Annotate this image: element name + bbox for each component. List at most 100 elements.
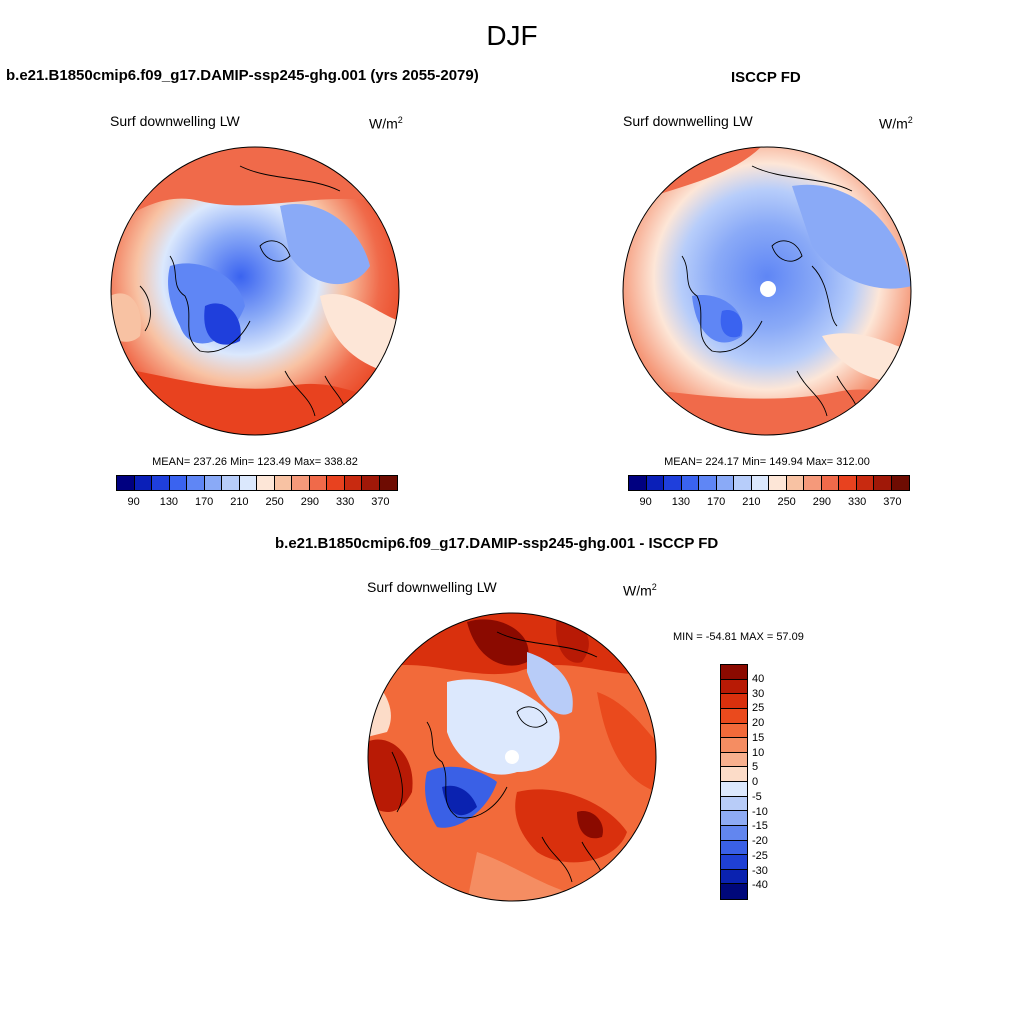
colorbar-swatch — [721, 738, 747, 753]
colorbar-swatch — [274, 476, 292, 490]
colorbar-swatch — [379, 476, 397, 490]
colorbar-tick-label: 15 — [752, 731, 765, 744]
colorbar-swatch — [721, 796, 747, 812]
panel1-variable-label: Surf downwelling LW — [110, 113, 240, 129]
colorbar-tick-label: 90 — [127, 496, 140, 508]
colorbar-tick-label: 370 — [883, 496, 902, 508]
panel1-colorbar-ticks: 90 130 170 210 250 290 330 370 — [116, 496, 398, 510]
colorbar-tick-label: -30 — [752, 864, 768, 877]
panel1-stats: MEAN= 237.26 Min= 123.49 Max= 338.82 — [152, 456, 358, 468]
colorbar-tick-label: -5 — [752, 790, 762, 803]
panel2-polar-map — [622, 146, 912, 436]
colorbar-swatch — [681, 476, 699, 490]
panel3-colorbar — [720, 664, 748, 900]
colorbar-swatch — [839, 476, 857, 490]
colorbar-swatch — [152, 476, 170, 490]
colorbar-tick-label: 170 — [706, 496, 726, 508]
colorbar-tick-label: 210 — [742, 496, 761, 508]
panel3-stats: MIN = -54.81 MAX = 57.09 — [673, 631, 804, 643]
colorbar-swatch — [344, 476, 362, 490]
colorbar-swatch — [721, 825, 747, 841]
colorbar-swatch — [721, 694, 747, 709]
colorbar-swatch — [169, 476, 187, 490]
panel1-units-label: W/m2 — [369, 115, 403, 132]
colorbar-tick-label: 290 — [300, 496, 320, 508]
figure-title: DJF — [486, 20, 538, 51]
colorbar-swatch — [239, 476, 257, 490]
colorbar-swatch — [721, 723, 747, 739]
colorbar-swatch — [664, 476, 682, 490]
panel2-variable-label: Surf downwelling LW — [623, 113, 753, 129]
colorbar-tick-label: 5 — [752, 761, 759, 774]
colorbar-swatch — [721, 782, 747, 797]
colorbar-swatch — [257, 476, 275, 490]
colorbar-swatch — [721, 855, 747, 870]
colorbar-swatch — [804, 476, 822, 490]
colorbar-swatch — [222, 476, 240, 490]
colorbar-tick-label: 10 — [752, 746, 765, 759]
colorbar-tick-label: 90 — [639, 496, 652, 508]
colorbar-swatch — [721, 708, 747, 724]
colorbar-swatch — [204, 476, 222, 490]
colorbar-swatch — [751, 476, 769, 490]
colorbar-swatch — [721, 665, 747, 680]
colorbar-swatch — [721, 767, 747, 782]
colorbar-tick-label: 130 — [159, 496, 179, 508]
panel3-polar-map — [367, 612, 657, 902]
panel2-units-label: W/m2 — [879, 115, 913, 132]
panel2-title: ISCCP FD — [731, 69, 801, 86]
colorbar-tick-label: 170 — [194, 496, 214, 508]
colorbar-tick-label: 30 — [752, 687, 765, 700]
colorbar-swatch — [769, 476, 787, 490]
colorbar-swatch — [786, 476, 804, 490]
colorbar-tick-label: 330 — [847, 496, 867, 508]
colorbar-swatch — [856, 476, 874, 490]
panel1-polar-map — [110, 146, 400, 436]
colorbar-tick-label: 25 — [752, 702, 765, 715]
colorbar-swatch — [292, 476, 310, 490]
colorbar-tick-label: 330 — [335, 496, 355, 508]
colorbar-swatch — [721, 811, 747, 826]
colorbar-swatch — [721, 752, 747, 768]
colorbar-swatch — [874, 476, 892, 490]
colorbar-tick-label: 250 — [265, 496, 284, 508]
colorbar-swatch — [187, 476, 205, 490]
colorbar-swatch — [721, 679, 747, 695]
colorbar-swatch — [721, 840, 747, 856]
colorbar-tick-label: 250 — [777, 496, 796, 508]
panel1-colorbar — [116, 475, 398, 491]
colorbar-swatch — [891, 476, 909, 490]
colorbar-tick-label: 20 — [752, 717, 765, 729]
colorbar-tick-label: 0 — [752, 776, 759, 788]
panel3-units-label: W/m2 — [623, 582, 657, 599]
colorbar-tick-label: 40 — [752, 672, 765, 685]
colorbar-swatch — [821, 476, 839, 490]
colorbar-swatch — [716, 476, 734, 490]
colorbar-tick-label: -25 — [752, 849, 768, 862]
colorbar-tick-label: 370 — [371, 496, 390, 508]
colorbar-tick-label: -40 — [752, 879, 768, 892]
panel1-title: b.e21.B1850cmip6.f09_g17.DAMIP-ssp245-gh… — [6, 67, 479, 84]
panel2-colorbar-ticks: 90 130 170 210 250 290 330 370 — [628, 496, 910, 510]
colorbar-swatch — [734, 476, 752, 490]
colorbar-swatch — [117, 476, 135, 490]
panel3-colorbar-ticks: 40 30 25 20 15 10 5 0 -5 -10 -15 -20 -25 -30 -40 — [752, 664, 792, 900]
colorbar-tick-label: -20 — [752, 835, 768, 847]
colorbar-tick-label: 210 — [230, 496, 249, 508]
colorbar-tick-label: 290 — [812, 496, 832, 508]
panel3-variable-label: Surf downwelling LW — [367, 579, 497, 595]
colorbar-swatch — [362, 476, 380, 490]
colorbar-tick-label: 130 — [671, 496, 691, 508]
colorbar-swatch — [721, 869, 747, 885]
colorbar-swatch — [327, 476, 345, 490]
colorbar-swatch — [629, 476, 647, 490]
panel2-colorbar — [628, 475, 910, 491]
panel3-title: b.e21.B1850cmip6.f09_g17.DAMIP-ssp245-gh… — [275, 535, 719, 552]
colorbar-swatch — [309, 476, 327, 490]
colorbar-swatch — [646, 476, 664, 490]
colorbar-tick-label: -10 — [752, 805, 768, 818]
colorbar-swatch — [134, 476, 152, 490]
colorbar-tick-label: -15 — [752, 820, 768, 833]
colorbar-swatch — [699, 476, 717, 490]
colorbar-swatch — [721, 884, 747, 899]
